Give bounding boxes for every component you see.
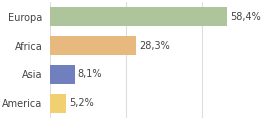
Bar — [50, 65, 74, 84]
Bar — [50, 7, 227, 26]
Text: 5,2%: 5,2% — [69, 98, 94, 108]
Text: 28,3%: 28,3% — [139, 41, 170, 51]
Text: 58,4%: 58,4% — [230, 12, 261, 22]
Text: 8,1%: 8,1% — [78, 69, 102, 79]
Bar — [50, 36, 136, 55]
Bar — [50, 94, 66, 113]
